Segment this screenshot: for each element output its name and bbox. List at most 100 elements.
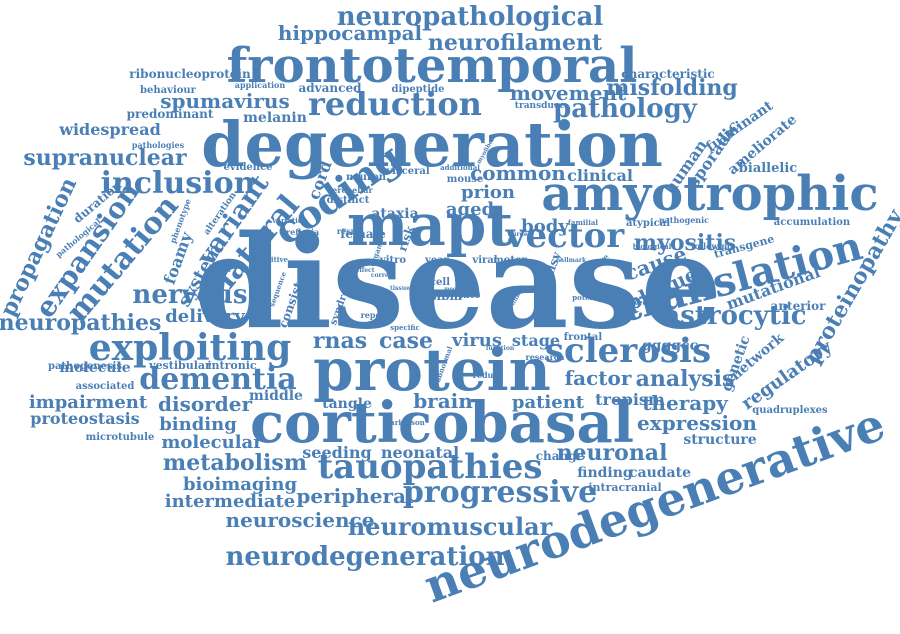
word-quadruplexes: quadruplexes bbox=[752, 405, 828, 416]
word-bioimaging: bioimaging bbox=[183, 474, 297, 495]
word-function: function bbox=[486, 345, 515, 352]
word-inclusion: inclusion bbox=[101, 166, 256, 201]
word-ribonucleoprotein: ribonucleoprotein bbox=[129, 67, 251, 81]
word-spumavirus: spumavirus bbox=[160, 89, 289, 113]
word-biological: biological bbox=[633, 242, 672, 251]
word-neuronal: neuronal bbox=[557, 440, 668, 466]
word-vitro: vitro bbox=[379, 255, 406, 266]
word-intronic: intronic bbox=[207, 359, 257, 372]
word-vector: vector bbox=[505, 216, 625, 256]
word-mapt: mapt bbox=[347, 191, 514, 259]
word-molecular: molecular bbox=[161, 432, 263, 453]
word-areflexia: areflexia bbox=[281, 227, 319, 237]
word-hippocampal: hippocampal bbox=[278, 21, 423, 45]
word-impairment: impairment bbox=[29, 392, 148, 413]
word-effect: effect bbox=[356, 267, 375, 274]
word-neuropathological: neuropathological bbox=[337, 2, 604, 32]
word-visceral: visceral bbox=[385, 166, 429, 177]
word-specific: specific bbox=[390, 323, 420, 332]
word-parkinson: parkinson bbox=[385, 418, 424, 427]
word-familial: familial bbox=[568, 218, 598, 227]
word-neonatal: neonatal bbox=[381, 443, 459, 462]
word-atypical: atypical bbox=[626, 218, 670, 229]
word-repeat: repeat bbox=[361, 310, 390, 320]
word-tissue: tissue bbox=[390, 285, 410, 292]
word-melanin: melanin bbox=[243, 110, 307, 126]
word-biallelic: biallelic bbox=[739, 161, 797, 176]
word-neuromuscular: neuromuscular bbox=[348, 512, 553, 541]
word-reduction: reduction bbox=[308, 85, 482, 123]
word-neuroscience: neuroscience bbox=[226, 508, 375, 532]
word-prion: prion bbox=[461, 182, 515, 203]
word-sibm: sibm bbox=[430, 289, 463, 303]
word-protein: protein bbox=[313, 336, 551, 404]
word-cell: cell bbox=[430, 277, 450, 288]
word-progressive: progressive bbox=[403, 475, 597, 510]
word-viral: viral bbox=[471, 255, 497, 266]
word-reduce: reduce bbox=[473, 370, 504, 380]
word-mood: mood bbox=[444, 286, 460, 292]
word-caudate: caudate bbox=[629, 465, 691, 481]
word-disorder: disorder bbox=[158, 392, 252, 416]
word-tangle: tangle bbox=[322, 396, 372, 412]
word-therapy: therapy bbox=[642, 391, 729, 415]
word-behaviour: behaviour bbox=[140, 85, 197, 96]
word-misfolding: misfolding bbox=[606, 75, 738, 101]
word-brain: brain bbox=[413, 389, 473, 413]
word-late: late bbox=[459, 290, 480, 301]
word-accumulation: accumulation bbox=[774, 217, 851, 228]
word-application: application bbox=[235, 80, 286, 90]
word-tauopathies: tauopathies bbox=[317, 447, 542, 487]
word-variation: variation bbox=[271, 216, 307, 225]
word-binding: binding bbox=[159, 414, 237, 435]
word-body: body bbox=[521, 216, 569, 237]
word-case: case bbox=[379, 328, 433, 354]
word-cognitive: cognitive bbox=[252, 255, 289, 264]
word-potential: potential bbox=[572, 293, 608, 302]
word-year: year bbox=[424, 255, 450, 266]
word-neurofilament: neurofilament bbox=[428, 30, 603, 56]
word-amyotrophic: amyotrophic bbox=[541, 166, 878, 222]
word-hallmark: hallmark bbox=[556, 257, 587, 264]
word-distinct: distinct bbox=[327, 195, 370, 206]
word-corticobasal: corticobasal bbox=[250, 390, 634, 456]
word-pathologies: pathologies bbox=[132, 140, 185, 150]
word-tropism: tropism bbox=[595, 390, 665, 409]
word-analysis: analysis bbox=[636, 366, 735, 392]
word-expression: expression bbox=[637, 411, 757, 435]
word-cerebellar: cerebellar bbox=[327, 185, 373, 195]
word-following: following bbox=[691, 241, 733, 251]
word-research: research bbox=[526, 352, 565, 362]
word-nervous: nervous bbox=[132, 280, 247, 310]
word-frontotemporal: frontotemporal bbox=[227, 38, 638, 94]
word-proteostasis: proteostasis bbox=[30, 409, 139, 428]
word-intermediate: intermediate bbox=[165, 491, 296, 512]
word-ataxia: ataxia bbox=[371, 206, 418, 222]
word-virus: virus bbox=[451, 330, 502, 351]
word-characteristic: characteristic bbox=[621, 67, 714, 81]
word-patient: patient bbox=[512, 392, 585, 413]
word-neuropathies: neuropathies bbox=[0, 310, 161, 336]
word-dipeptide: dipeptide bbox=[392, 84, 445, 95]
word-aged: aged bbox=[446, 199, 495, 220]
word-dementia: dementia bbox=[139, 362, 296, 397]
word-associated: associated bbox=[76, 381, 135, 392]
word-additional: additional bbox=[440, 163, 480, 172]
word-result: result bbox=[337, 226, 364, 236]
word-vestibular: vestibular bbox=[148, 359, 211, 372]
word-rnas: rnas bbox=[313, 328, 367, 354]
word-neuron: neuron bbox=[346, 172, 387, 183]
word-predominant: predominant bbox=[127, 107, 214, 121]
word-neurodegeneration: neurodegeneration bbox=[226, 542, 505, 572]
word-supranuclear: supranuclear bbox=[23, 145, 187, 171]
word-intracranial: intracranial bbox=[588, 481, 661, 494]
word-pathogenic: pathogenic bbox=[659, 215, 709, 225]
word-degeneration: degeneration bbox=[201, 108, 663, 181]
word-evidence: evidence bbox=[223, 162, 272, 173]
word-frontal: frontal bbox=[564, 332, 603, 343]
word-middle: middle bbox=[249, 388, 303, 404]
word-anterior: anterior bbox=[771, 299, 827, 313]
word-finding: finding bbox=[577, 465, 633, 481]
word-change: change bbox=[536, 449, 585, 463]
